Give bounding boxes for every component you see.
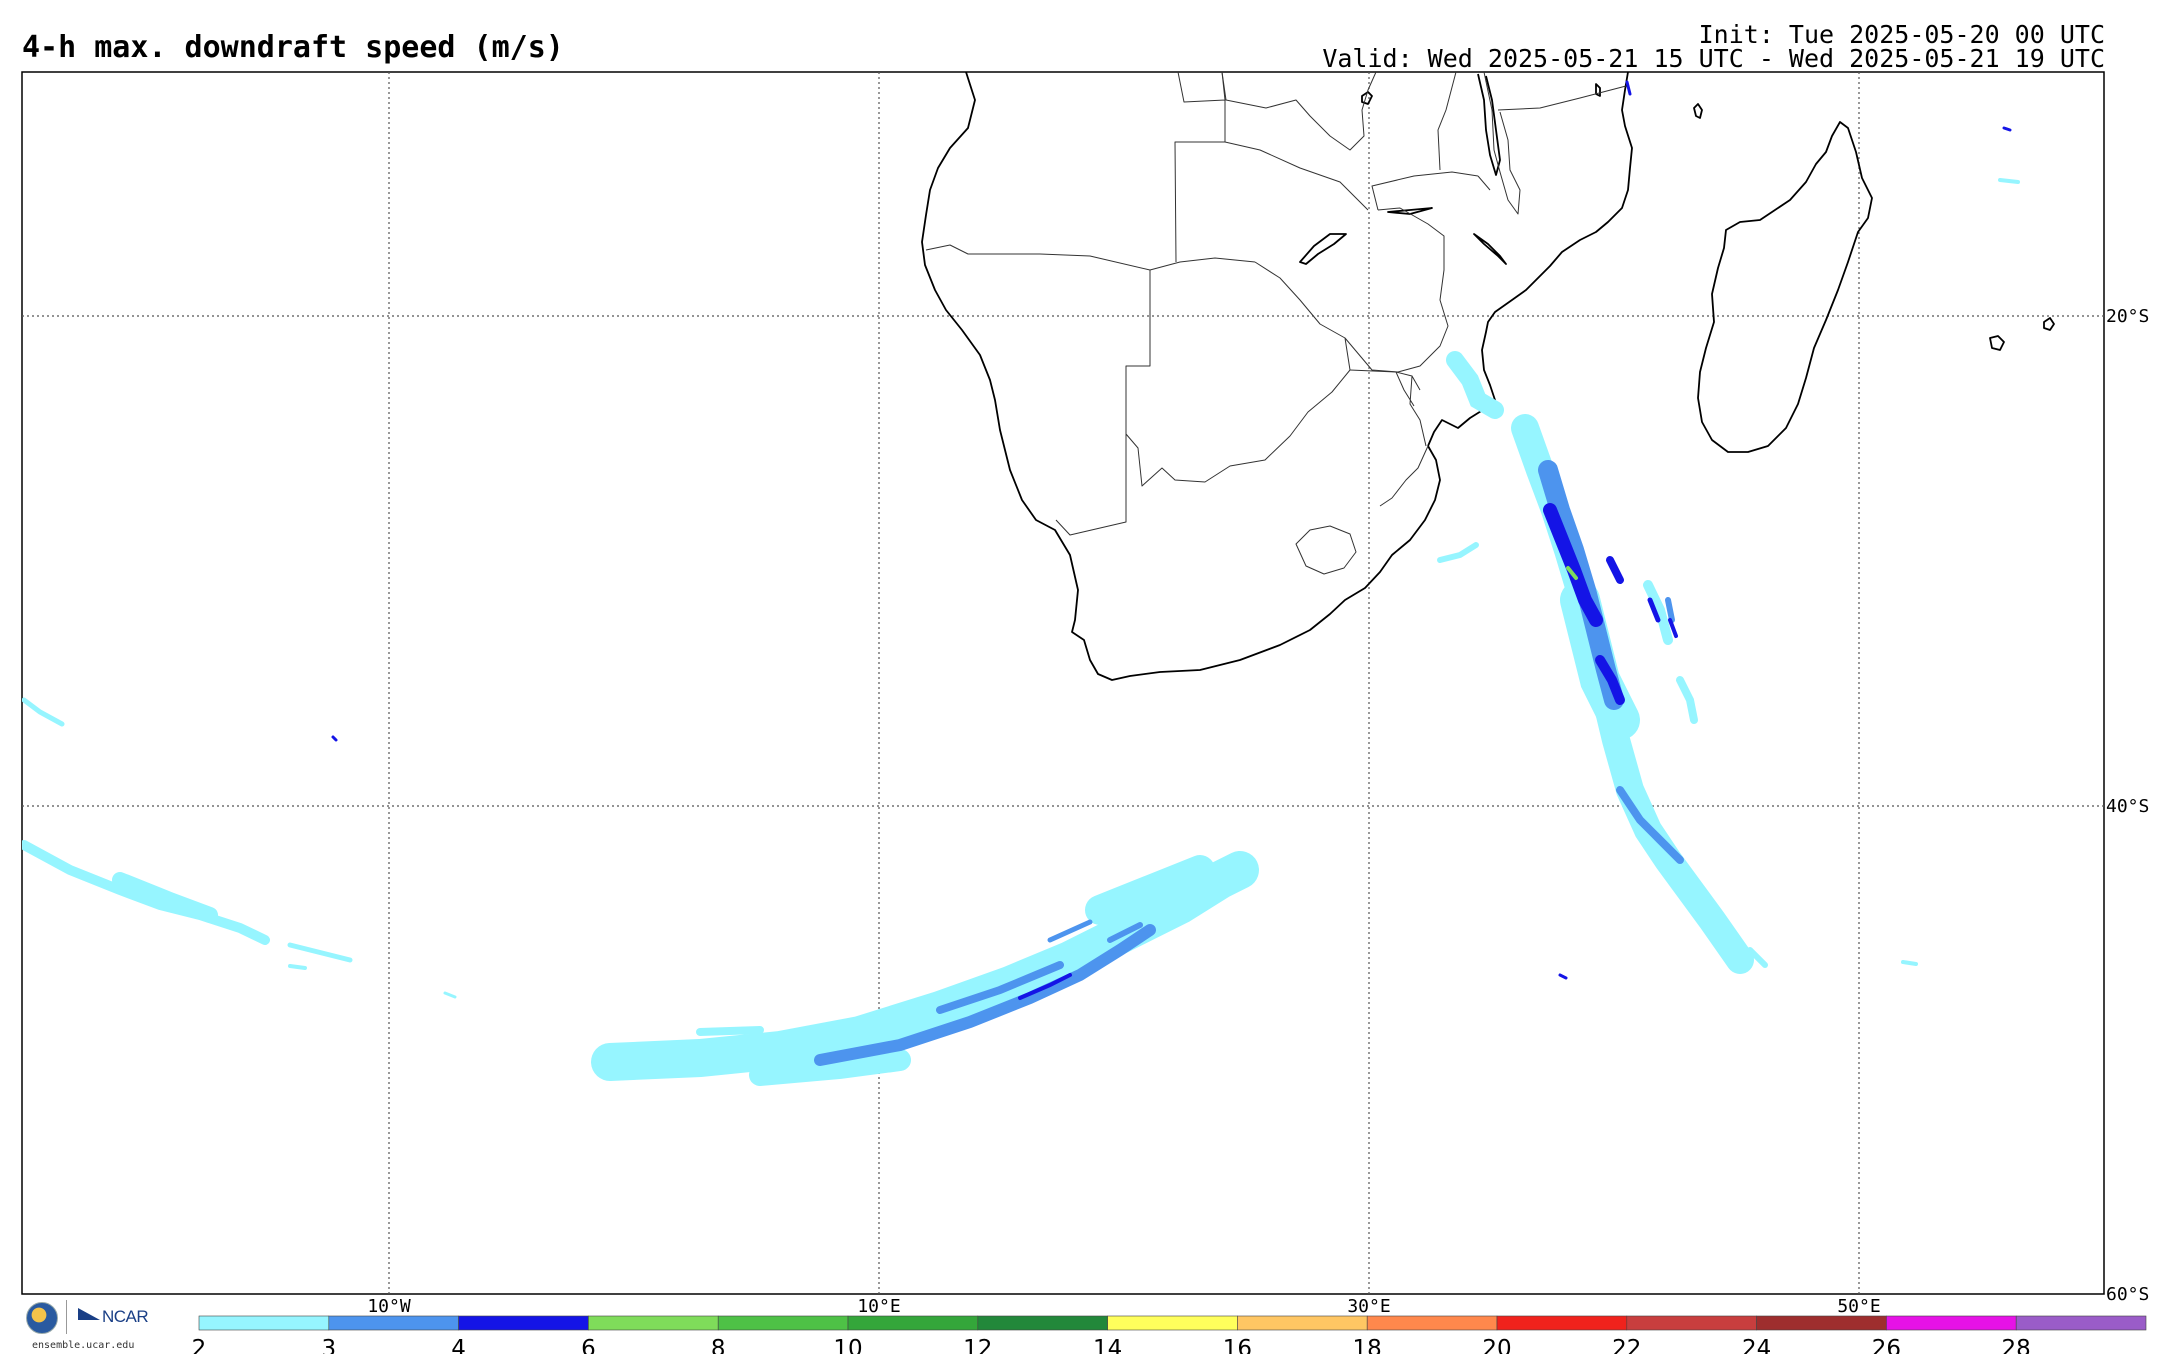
legend-swatch xyxy=(847,1315,979,1331)
legend-tick-label: 28 xyxy=(2002,1336,2031,1354)
lat-label-20s: 20°S xyxy=(2106,306,2149,327)
legend-swatch xyxy=(1496,1315,1628,1331)
coast-comoros xyxy=(1693,103,1703,119)
coast-madagascar xyxy=(1697,121,1873,453)
legend-tick-label: 8 xyxy=(711,1336,726,1354)
legend-tick-label: 24 xyxy=(1742,1336,1771,1354)
legend-swatch xyxy=(328,1315,459,1331)
border-angola-namibia xyxy=(925,244,1256,271)
coast-reunion xyxy=(1989,335,2005,351)
logo-divider xyxy=(66,1300,67,1334)
legend-tick-label: 18 xyxy=(1353,1336,1382,1354)
site-url: ensemble.ucar.edu xyxy=(32,1340,135,1351)
legend-tick-label: 3 xyxy=(321,1336,336,1354)
color-legend: 2 3 4 6 8 10 12 14 16 18 20 22 24 26 28 xyxy=(192,1315,2147,1354)
legend-tick-label: 14 xyxy=(1093,1336,1122,1354)
lon-label-10w: 10°W xyxy=(367,1296,411,1317)
legend-swatch xyxy=(1107,1315,1238,1331)
coast-lake-kariba xyxy=(1299,233,1347,265)
band-atlantic-mediumblue xyxy=(814,919,1156,1066)
lon-labels: 10°W 10°E 30°E 50°E xyxy=(367,1296,1880,1317)
legend-swatch xyxy=(588,1315,719,1331)
border-zambia-malawi-tanzania xyxy=(1371,72,1627,215)
coast-africa-west xyxy=(921,72,1441,681)
legend-tick-label: 22 xyxy=(1612,1336,1641,1354)
legend-tick-label: 6 xyxy=(581,1336,596,1354)
coast-mauritius xyxy=(2043,317,2055,331)
nsf-seal-icon xyxy=(26,1302,58,1334)
legend-tick-label: 16 xyxy=(1223,1336,1252,1354)
legend-swatch xyxy=(1237,1315,1368,1331)
gridlines xyxy=(22,72,2104,1294)
logo-area: NCAR ensemble.ucar.edu xyxy=(22,1298,162,1354)
legend-tick-label: 12 xyxy=(963,1336,992,1354)
legend-swatch xyxy=(198,1315,330,1331)
legend-tick-label: 4 xyxy=(451,1336,466,1354)
legend-swatch xyxy=(977,1315,1108,1331)
legend-swatch xyxy=(1756,1315,1887,1331)
border-drc-zambia-north xyxy=(1221,72,1377,151)
lon-label-10e: 10°E xyxy=(857,1296,900,1317)
lat-label-40s: 40°S xyxy=(2106,796,2149,817)
legend-tick-label: 2 xyxy=(192,1336,207,1354)
legend-swatch xyxy=(717,1315,849,1331)
border-botswana-zimbabwe-za xyxy=(1125,261,1351,487)
border-lesotho xyxy=(1295,525,1357,575)
country-borders xyxy=(925,72,1627,575)
band-atlantic-darkblue xyxy=(1018,973,1072,1000)
lat-label-60s: 60°S xyxy=(2106,1284,2149,1305)
ncar-logo-text: NCAR xyxy=(102,1307,149,1326)
init-time: Init: Tue 2025-05-20 00 UTC xyxy=(1698,20,2105,49)
legend-swatch xyxy=(1626,1315,1757,1331)
legend-tick-label: 20 xyxy=(1482,1336,1511,1354)
valid-time: Valid: Wed 2025-05-21 15 UTC - Wed 2025-… xyxy=(1322,44,2105,73)
legend-tick-label: 26 xyxy=(1872,1336,1901,1354)
band-mozambique-darkblue xyxy=(331,80,2012,980)
coast-pemba xyxy=(1595,83,1601,97)
plot-frame xyxy=(21,71,2105,1295)
legend-swatch xyxy=(2015,1315,2147,1331)
coast-lake-zambezi xyxy=(1473,233,1507,265)
downdraft-shading xyxy=(22,80,2020,1086)
legend-swatch xyxy=(458,1315,589,1331)
legend-swatch xyxy=(1366,1315,1498,1331)
coastlines xyxy=(921,72,2055,681)
band-mozambique-green xyxy=(1566,566,1578,580)
coast-lake-malawi xyxy=(1477,73,1501,176)
border-namibia-botswana xyxy=(1055,270,1151,536)
map-title: 4-h max. downdraft speed (m/s) xyxy=(22,30,564,65)
lat-labels: 20°S 40°S 60°S xyxy=(2106,306,2149,1305)
coast-lake-cabora xyxy=(1387,207,1433,215)
legend-tick-label: 10 xyxy=(833,1336,862,1354)
lon-label-30e: 30°E xyxy=(1347,1296,1390,1317)
band-west-cyan xyxy=(22,697,457,999)
legend-swatch xyxy=(1886,1315,2017,1331)
border-za-mozambique-eswatini xyxy=(1349,369,1429,507)
lon-label-50e: 50°E xyxy=(1837,1296,1880,1317)
ncar-mark-icon xyxy=(78,1308,100,1320)
